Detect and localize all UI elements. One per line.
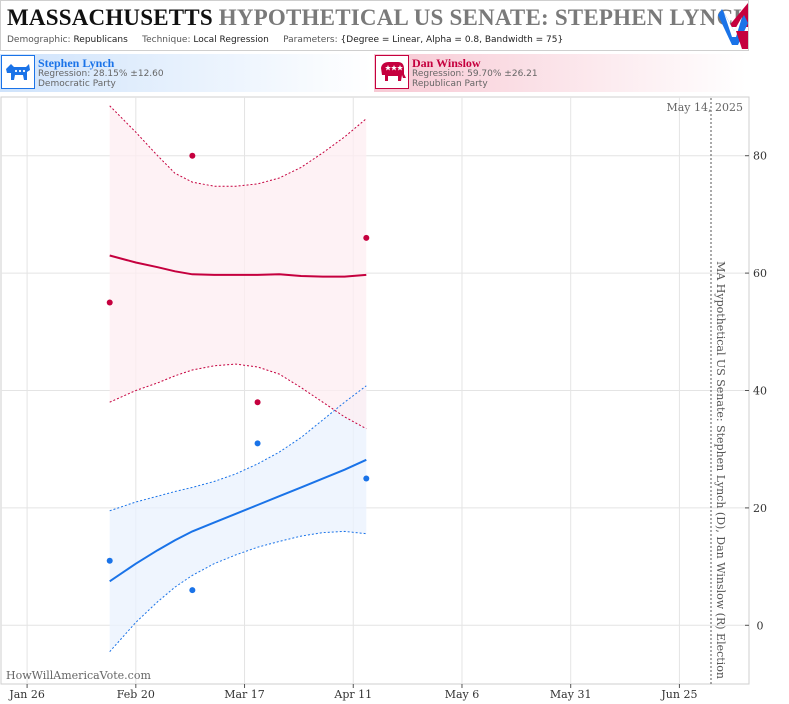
x-tick-label: Jan 26 (8, 688, 45, 701)
poll-point-winslow (106, 299, 113, 306)
upper-bound-winslow (109, 105, 367, 187)
candidate-card-winslow: Dan Winslow Regression: 59.70% ±26.21 Re… (374, 54, 746, 92)
x-tick-label: Jun 25 (660, 688, 697, 701)
watermark: HowWillAmericaVote.com (6, 669, 151, 682)
y-axis-ticks: 0 20 40 60 80 (745, 150, 767, 632)
y-tick-label: 80 (753, 150, 767, 163)
x-tick-label: Mar 17 (224, 688, 265, 701)
x-tick-label: May 6 (445, 688, 480, 701)
vertical-election-label: MA Hypothetical US Senate: Stephen Lynch… (714, 261, 727, 679)
title-state: MASSACHUSETTS (7, 5, 213, 30)
confidence-band-lynch (109, 385, 367, 652)
y-tick-label: 40 (753, 385, 767, 398)
x-tick-label: Feb 20 (117, 688, 155, 701)
candidate-party: Democratic Party (38, 79, 116, 89)
lower-bound-lynch (109, 530, 367, 653)
regression-lines (109, 254, 367, 583)
parameters-value: {Degree = Linear, Alpha = 0.8, Bandwidth… (340, 35, 564, 45)
y-tick-label: 20 (753, 502, 767, 515)
title-rest: HYPOTHETICAL US SENATE: STEPHEN LYNCH (218, 5, 749, 30)
parameters-label: Parameters: (283, 35, 338, 45)
chart-header: MASSACHUSETTS HYPOTHETICAL US SENATE: ST… (0, 0, 749, 51)
lower-bound-winslow (109, 363, 367, 430)
technique-value: Local Regression (193, 35, 269, 45)
demographic-value: Republicans (73, 35, 128, 45)
confidence-band-winslow (109, 105, 367, 429)
y-tick-label: 60 (753, 267, 767, 280)
candidate-party: Republican Party (412, 79, 488, 89)
site-logo-icon (718, 3, 748, 49)
regression-line-lynch (109, 458, 367, 583)
parameters-line: Demographic: Republicans Technique: Loca… (7, 35, 563, 45)
poll-point-lynch (363, 475, 370, 482)
x-tick-label: Apr 11 (333, 688, 372, 701)
elephant-icon (375, 55, 409, 89)
poll-point-winslow (363, 234, 370, 241)
candidate-name: Dan Winslow (412, 56, 481, 70)
candidate-regression: Regression: 59.70% ±26.21 (412, 69, 538, 79)
confidence-bounds (109, 105, 367, 653)
confidence-bands (109, 105, 367, 652)
x-tick-label: May 31 (550, 688, 592, 701)
poll-point-winslow (254, 399, 261, 406)
poll-point-winslow (189, 152, 196, 159)
donkey-icon (1, 55, 35, 89)
candidate-name: Stephen Lynch (38, 56, 115, 70)
regression-line-winslow (109, 254, 367, 278)
poll-points (106, 152, 370, 594)
x-axis-ticks: Jan 26 Feb 20 Mar 17 Apr 11 May 6 May 31 Jun 2… (8, 684, 697, 701)
candidate-card-lynch: Stephen Lynch Regression: 28.15% ±12.60 … (0, 54, 372, 92)
poll-point-lynch (254, 440, 261, 447)
y-tick-label: 0 (757, 619, 764, 632)
technique-label: Technique: (142, 35, 191, 45)
demographic-label: Demographic: (7, 35, 71, 45)
poll-point-lynch (106, 557, 113, 564)
candidate-regression: Regression: 28.15% ±12.60 (38, 69, 164, 79)
regression-chart: May 14, 2025 MA Hypothetical US Senate: … (0, 96, 767, 701)
chart-title: MASSACHUSETTS HYPOTHETICAL US SENATE: ST… (7, 5, 749, 31)
poll-point-lynch (189, 587, 196, 594)
current-date-label: May 14, 2025 (666, 101, 743, 114)
